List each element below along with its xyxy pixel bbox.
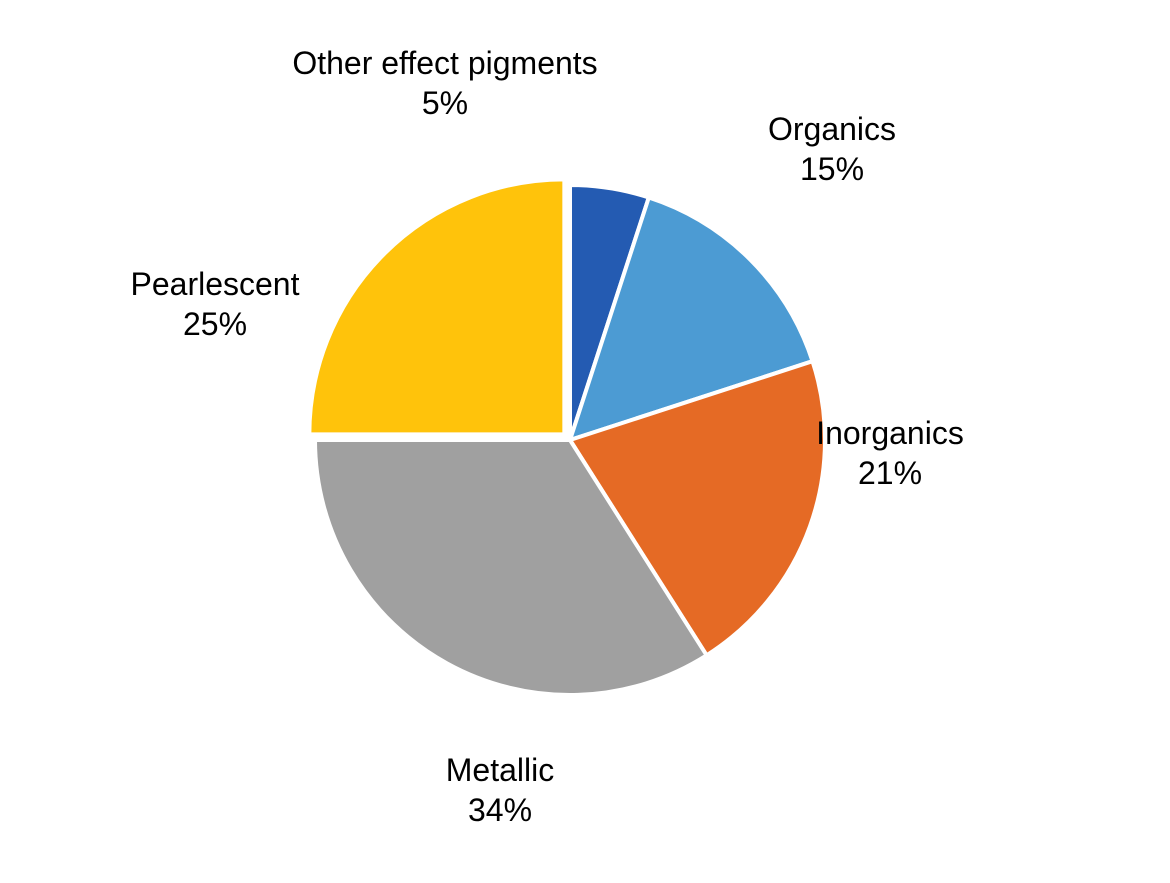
pie-slice <box>309 179 564 434</box>
label-other-effect-pigments: Other effect pigments 5% <box>255 43 635 123</box>
label-inorganics: Inorganics 21% <box>780 413 1000 493</box>
slice-label-name: Other effect pigments <box>255 43 635 83</box>
slice-label-value: 15% <box>722 149 942 189</box>
slice-label-name: Organics <box>722 109 942 149</box>
slice-label-value: 25% <box>85 304 345 344</box>
label-organics: Organics 15% <box>722 109 942 189</box>
slice-label-name: Pearlescent <box>85 264 345 304</box>
slice-label-name: Metallic <box>390 750 610 790</box>
label-pearlescent: Pearlescent 25% <box>85 264 345 344</box>
slice-label-name: Inorganics <box>780 413 1000 453</box>
slice-label-value: 5% <box>255 83 635 123</box>
pie-chart: Other effect pigments 5% Organics 15% In… <box>0 0 1170 878</box>
label-metallic: Metallic 34% <box>390 750 610 830</box>
slice-label-value: 21% <box>780 453 1000 493</box>
slice-label-value: 34% <box>390 790 610 830</box>
